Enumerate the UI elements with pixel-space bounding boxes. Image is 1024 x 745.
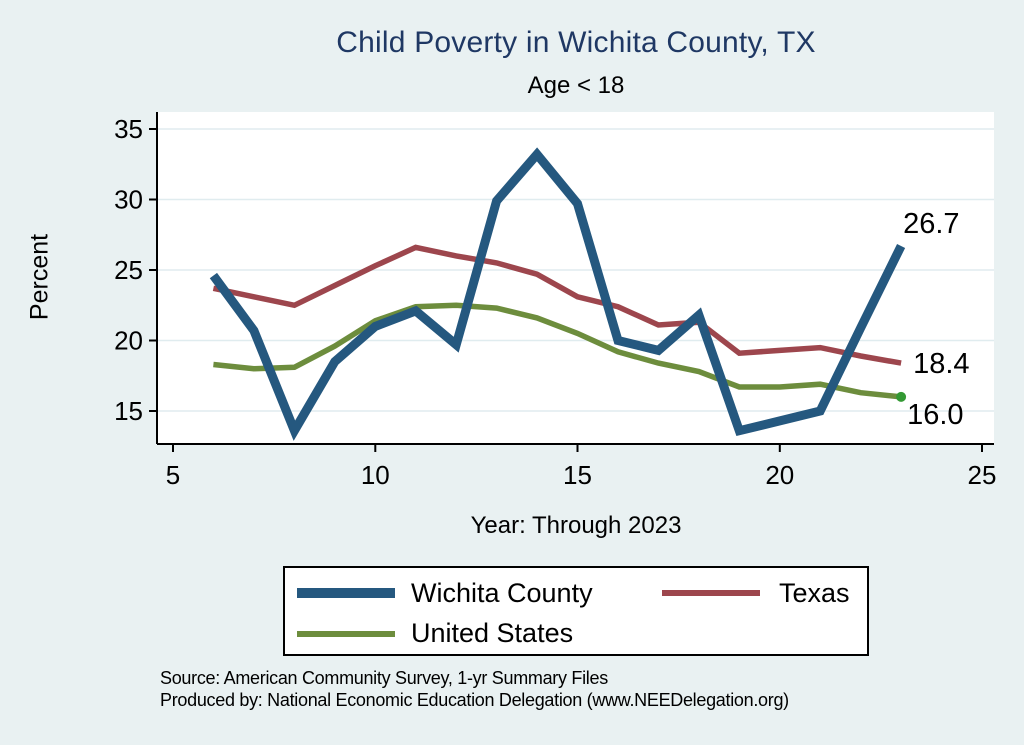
legend-swatch-united-states (297, 631, 395, 637)
tick-labels: 15 20 25 30 35 5 10 15 20 25 (114, 114, 996, 490)
axes (156, 112, 994, 445)
series-end-label-wichita-county: 26.7 (903, 208, 959, 240)
y-tick-label-35: 35 (114, 114, 143, 144)
legend-label-united-states: United States (411, 618, 574, 648)
series-end-label-united-states: 16.0 (907, 399, 963, 431)
series-line-texas (212, 244, 902, 366)
series-line-wichita-county (209, 147, 906, 441)
x-tick-label-20: 20 (765, 460, 794, 490)
legend-box: Wichita County Texas United States (283, 566, 869, 656)
legend-label-wichita-county: Wichita County (411, 578, 593, 608)
plot-area: 15 20 25 30 35 5 10 15 20 25 26.7 18.4 16.0 (114, 112, 996, 490)
y-tick-label-30: 30 (114, 185, 143, 215)
x-tick-label-5: 5 (166, 460, 180, 490)
end-labels: 26.7 18.4 16.0 (903, 208, 969, 431)
tick-marks (149, 128, 983, 452)
chart-subtitle: Age < 18 (527, 72, 625, 99)
x-tick-label-25: 25 (968, 460, 997, 490)
y-tick-label-15: 15 (114, 396, 143, 426)
y-tick-label-25: 25 (114, 255, 143, 285)
x-axis-title: Year: Through 2023 (470, 512, 682, 539)
series-end-marker-united-states (896, 391, 907, 402)
series-line-united-states (213, 302, 902, 400)
x-tick-label-10: 10 (361, 460, 390, 490)
chart-title: Child Poverty in Wichita County, TX (336, 26, 816, 59)
source-line-2: Produced by: National Economic Education… (160, 690, 789, 710)
legend-swatch-texas (662, 590, 760, 596)
series-end-label-texas: 18.4 (913, 348, 969, 380)
source-note: Source: American Community Survey, 1-yr … (160, 667, 789, 711)
legend-label-texas: Texas (779, 578, 850, 608)
series-lines (209, 147, 907, 441)
y-tick-label-20: 20 (114, 326, 143, 356)
x-tick-label-15: 15 (563, 460, 592, 490)
source-line-1: Source: American Community Survey, 1-yr … (160, 668, 608, 688)
legend-swatch-wichita-county (297, 588, 395, 598)
